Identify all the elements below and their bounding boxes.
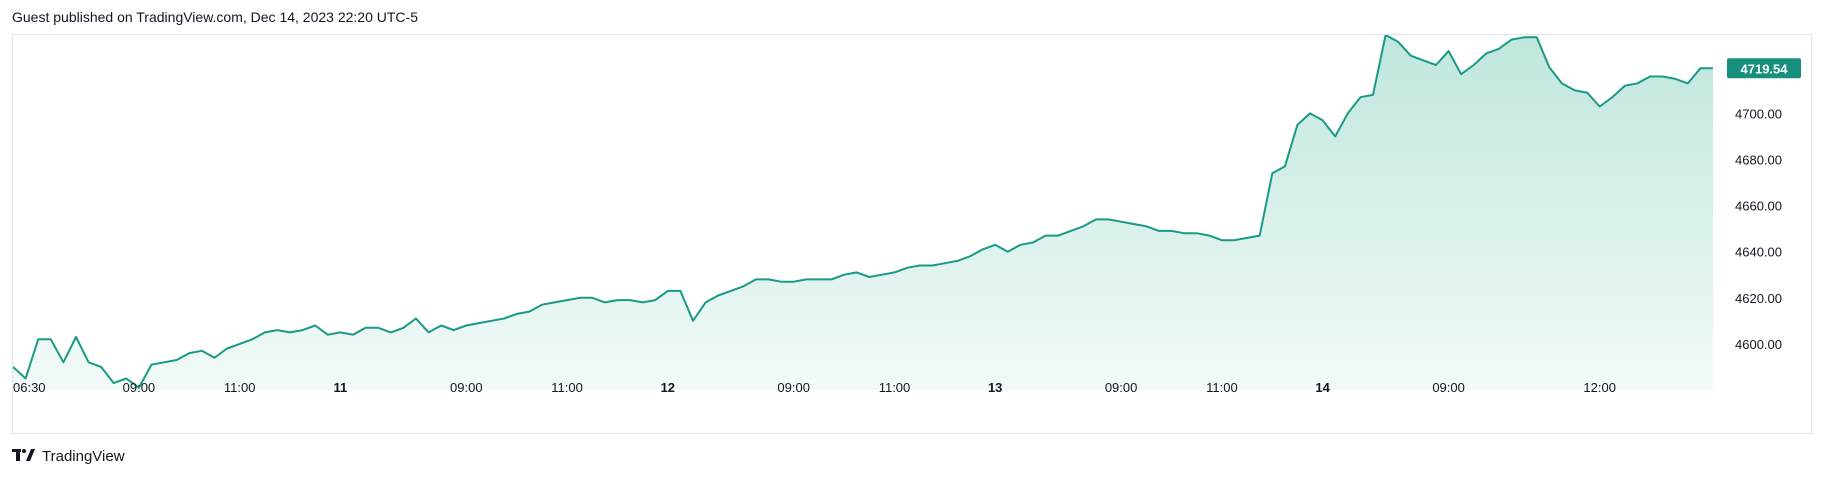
x-tick-label: 09:00 xyxy=(450,380,483,395)
x-tick-label: 09:00 xyxy=(777,380,810,395)
x-tick-label: 09:00 xyxy=(1105,380,1138,395)
x-tick-label: 12:00 xyxy=(1583,380,1616,395)
x-tick-label: 11 xyxy=(334,380,348,395)
y-tick-label: 4640.00 xyxy=(1735,245,1782,260)
last-price-label: 4719.54 xyxy=(1741,61,1789,76)
x-tick-label: 13 xyxy=(988,380,1002,395)
y-tick-label: 4620.00 xyxy=(1735,291,1782,306)
y-tick-label: 4680.00 xyxy=(1735,153,1782,168)
y-tick-label: 4660.00 xyxy=(1735,199,1782,214)
x-tick-label: 11:00 xyxy=(879,380,911,395)
price-chart[interactable]: 4600.00 4620.00 4640.00 4660.00 4680.00 4700.… xyxy=(13,35,1811,433)
x-tick-label: 11:00 xyxy=(1206,380,1238,395)
x-tick-label: 09:00 xyxy=(1432,380,1465,395)
area-fill xyxy=(13,35,1713,390)
x-tick-label: 09:00 xyxy=(123,380,156,395)
x-tick-label: 14 xyxy=(1315,380,1330,395)
price-line[interactable] xyxy=(13,35,1713,389)
y-tick-label: 4700.00 xyxy=(1735,106,1782,121)
y-tick-label: 4600.00 xyxy=(1735,337,1782,352)
publish-info: Guest published on TradingView.com, Dec … xyxy=(12,9,418,25)
footer-brand[interactable]: TradingView xyxy=(42,448,125,465)
x-tick-label: 06:30 xyxy=(13,380,46,395)
x-tick-label: 12 xyxy=(661,380,675,395)
footer: TradingView xyxy=(12,448,125,465)
chart-frame: 4600.00 4620.00 4640.00 4660.00 4680.00 4700.… xyxy=(12,34,1812,434)
tradingview-logo-icon[interactable] xyxy=(12,448,36,465)
last-price-badge xyxy=(1727,58,1801,79)
x-tick-label: 11:00 xyxy=(551,380,583,395)
x-tick-label: 11:00 xyxy=(224,380,256,395)
